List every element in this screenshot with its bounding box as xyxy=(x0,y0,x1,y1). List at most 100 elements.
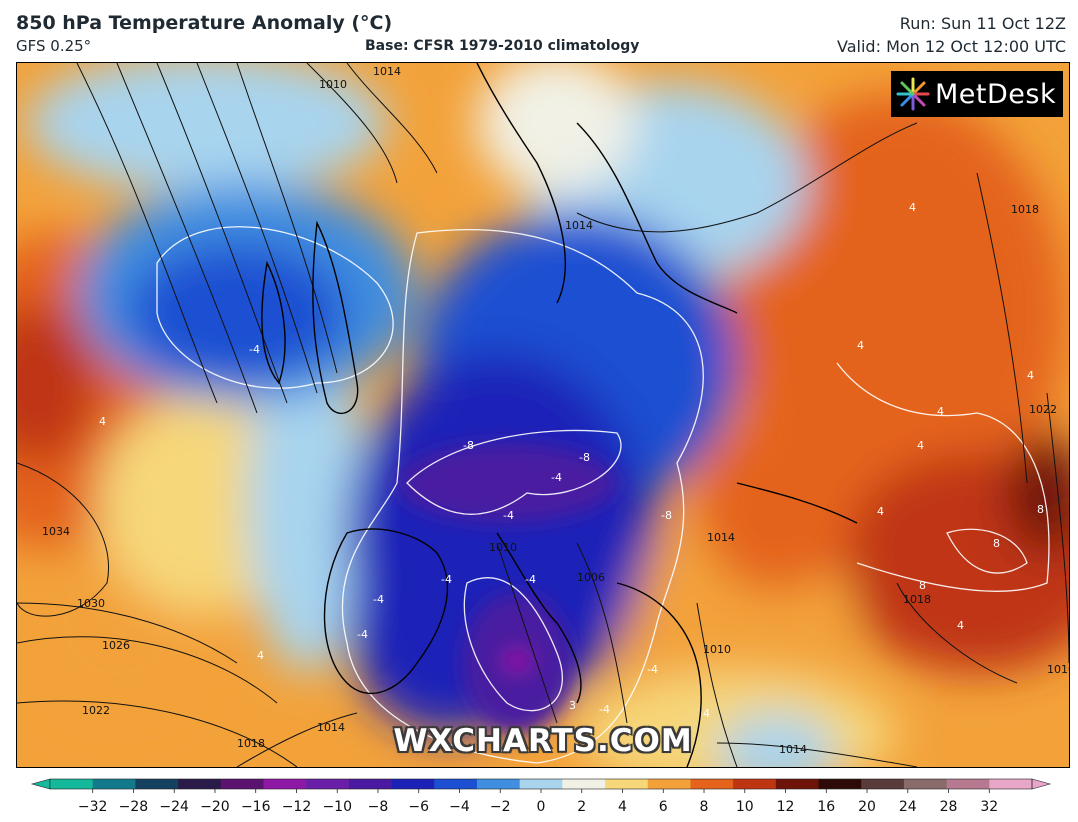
isobar-label: 1010 xyxy=(319,78,347,91)
colorbar-segment xyxy=(391,779,435,789)
isobar-label: 1014 xyxy=(707,531,735,544)
colorbar-segment xyxy=(50,779,94,789)
isobars xyxy=(17,63,1069,767)
isobar-label: 1026 xyxy=(102,639,130,652)
valid-time-label: Valid: Mon 12 Oct 12:00 UTC xyxy=(837,37,1066,56)
colorbar-tick-label: −8 xyxy=(368,799,389,815)
colorbar-tick-label: 6 xyxy=(659,799,668,815)
colorbar-tick-label: −12 xyxy=(282,799,312,815)
anomaly-label: 4 xyxy=(857,339,864,352)
metdesk-logo: MetDesk xyxy=(891,71,1063,117)
colorbar-segment xyxy=(989,779,1033,789)
anomaly-label: 4 xyxy=(99,415,106,428)
anomaly-label: -4 xyxy=(647,663,658,676)
colorbar-segment xyxy=(220,779,264,789)
anomaly-field xyxy=(17,63,1069,767)
isobar-label: 1030 xyxy=(77,597,105,610)
anomaly-map: 1010 1014 1014 1018 1022 1026 1030 1034 … xyxy=(16,62,1070,768)
isobar-label: 1014 xyxy=(373,65,401,78)
anomaly-label: 4 xyxy=(917,439,924,452)
cold-core xyxy=(397,443,617,733)
anomaly-label: 4 xyxy=(877,505,884,518)
chart-title: 850 hPa Temperature Anomaly (°C) xyxy=(16,12,393,34)
colorbar-segment xyxy=(818,779,862,789)
colorbar-tick-label: 2 xyxy=(577,799,586,815)
anomaly-label: 4 xyxy=(957,619,964,632)
isobar-label: 1022 xyxy=(82,704,110,717)
colorbar-segment xyxy=(135,779,179,789)
anomaly-label: -4 xyxy=(599,703,610,716)
isobar-label: 1034 xyxy=(42,525,70,538)
isobar-label: 1018 xyxy=(237,737,265,750)
colorbar-tick-label: −16 xyxy=(241,799,271,815)
colorbar-tick-label: 8 xyxy=(700,799,709,815)
colorbar-segment xyxy=(733,779,777,789)
anomaly-labels: -4 -4 -8 -8 -4 -4 -8 -4 -4 -4 -4 -4 4 4 … xyxy=(99,201,1044,720)
colorbar-segment xyxy=(647,779,691,789)
coastlines xyxy=(261,63,858,767)
isobar-label: 1014 xyxy=(565,219,593,232)
anomaly-label: -4 xyxy=(503,509,514,522)
colorbar-tick-label: 20 xyxy=(858,799,876,815)
isobar-label: 1010 xyxy=(489,541,517,554)
anomaly-label: 4 xyxy=(257,649,264,662)
colorbar-segment xyxy=(263,779,307,789)
colorbar-tick-label: 0 xyxy=(537,799,546,815)
anomaly-label: 4 xyxy=(1027,369,1034,382)
anomaly-label: -8 xyxy=(579,451,590,464)
isobar-label: 1018 xyxy=(903,593,931,606)
colorbar-tick-label: 16 xyxy=(817,799,835,815)
anomaly-label: -4 xyxy=(249,343,260,356)
colorbar-tick-label: −24 xyxy=(159,799,189,815)
colorbar-min-arrow xyxy=(30,778,51,790)
colorbar-tick-label: −10 xyxy=(322,799,352,815)
colorbar-tick-label: 24 xyxy=(899,799,917,815)
isobar-label: 1006 xyxy=(577,571,605,584)
colorbar-segment xyxy=(562,779,606,789)
anomaly-label: 3 xyxy=(569,699,576,712)
climatology-base-label: Base: CFSR 1979-2010 climatology xyxy=(365,38,640,54)
anomaly-label: 4 xyxy=(909,201,916,214)
colorbar-tick-label: −2 xyxy=(490,799,511,815)
metdesk-burst-icon xyxy=(896,77,930,111)
anomaly-label: -4 xyxy=(373,593,384,606)
isobar-label: 1014 xyxy=(779,743,807,756)
anomaly-label: 4 xyxy=(937,405,944,418)
colorbar-segment xyxy=(348,779,393,789)
anomaly-contours xyxy=(156,226,1050,764)
anomaly-label: -8 xyxy=(661,509,672,522)
run-time-label: Run: Sun 11 Oct 12Z xyxy=(899,14,1066,33)
colorbar-segment xyxy=(519,779,563,789)
colorbar-segment xyxy=(605,779,649,789)
colorbar-segment xyxy=(178,779,222,789)
isobar-labels: 1010 1014 1014 1018 1022 1026 1030 1034 … xyxy=(42,65,1069,756)
colorbar-tick-label: 10 xyxy=(736,799,754,815)
colorbar-tick-label: −6 xyxy=(408,799,429,815)
isobar-label: 1010 xyxy=(1047,663,1069,676)
anomaly-label: -4 xyxy=(357,628,368,641)
colorbar-ticks: −32 −28 −24 −20 −16 −12 −10 −8 −6 −4 −2 0 2 4 6 8 10 12 16… xyxy=(78,789,998,815)
colorbar-tick-label: 12 xyxy=(777,799,795,815)
colorbar-segment xyxy=(306,779,350,789)
anomaly-label: -4 xyxy=(551,471,562,484)
colorbar-tick-label: 28 xyxy=(940,799,958,815)
colorbar-tick-label: −28 xyxy=(119,799,149,815)
colorbar-segment xyxy=(946,779,990,789)
colorbar-tick-label: −4 xyxy=(449,799,470,815)
isobar-label: 1014 xyxy=(317,721,345,734)
colorbar-segment xyxy=(434,779,478,789)
colorbar: −32 −28 −24 −20 −16 −12 −10 −8 −6 −4 −2 0 2 4 6 8 10 12 16… xyxy=(30,778,1052,815)
colorbar-tick-label: 32 xyxy=(980,799,998,815)
colorbar-segments xyxy=(30,778,1052,790)
anomaly-label: 8 xyxy=(1037,503,1044,516)
isobar-label: 1010 xyxy=(703,643,731,656)
wxcharts-watermark: WXCHARTS.COM xyxy=(393,723,693,759)
colorbar-segment xyxy=(903,779,948,789)
logo-text: MetDesk xyxy=(935,78,1057,110)
colorbar-max-arrow xyxy=(1031,778,1052,790)
anomaly-label: -4 xyxy=(441,573,452,586)
isobar-label: 1018 xyxy=(1011,203,1039,216)
colorbar-segment xyxy=(476,779,521,789)
anomaly-label: 4 xyxy=(703,707,710,720)
colorbar-tick-label: 4 xyxy=(618,799,627,815)
